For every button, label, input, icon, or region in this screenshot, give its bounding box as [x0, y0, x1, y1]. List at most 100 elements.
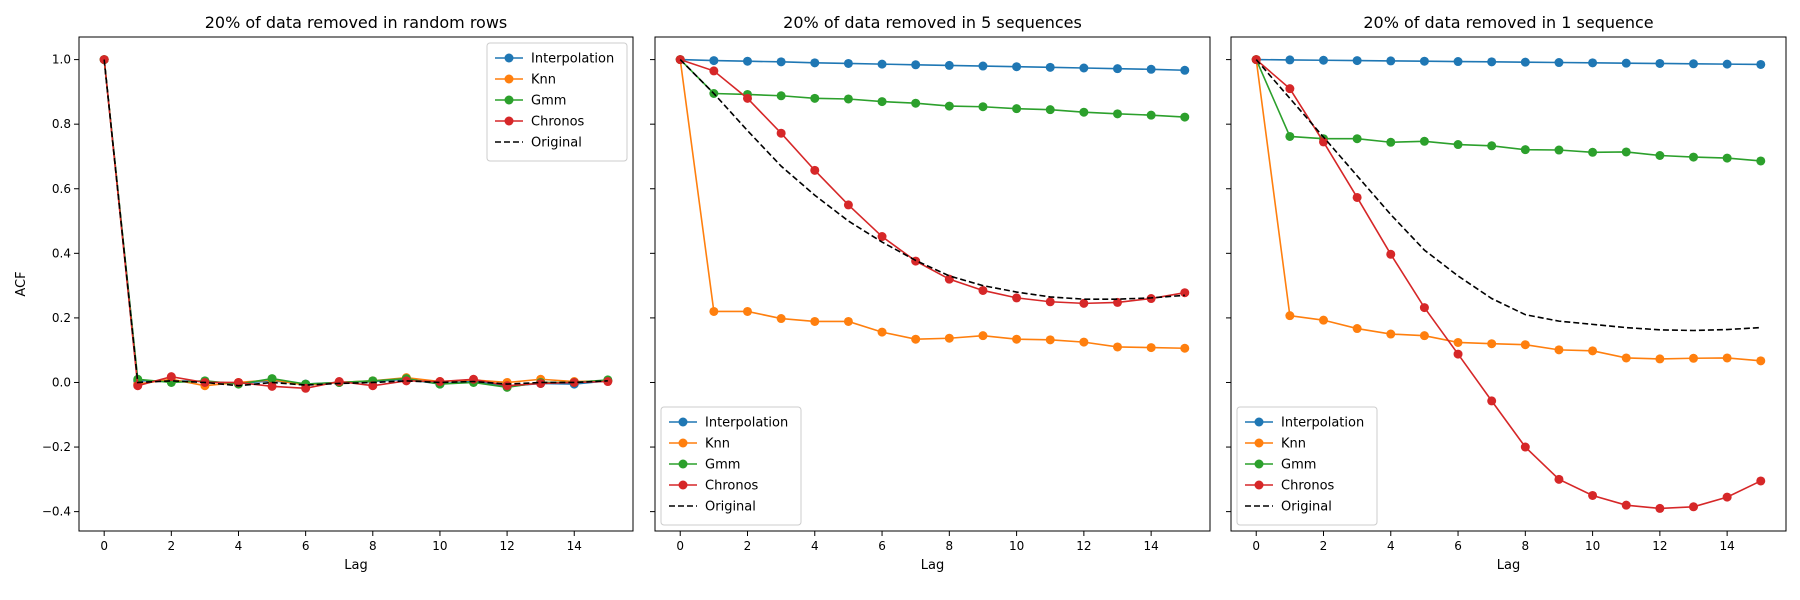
- series-line-gmm: [679, 59, 1185, 118]
- data-point-gmm: [1045, 105, 1055, 115]
- data-point-interpolation: [1113, 64, 1122, 74]
- data-point-chronos: [1319, 137, 1328, 147]
- legend-marker-interpolation: [504, 53, 514, 63]
- data-point-gmm: [1722, 153, 1732, 163]
- data-point-chronos: [1012, 293, 1022, 303]
- legend-label-gmm: Gmm: [1281, 458, 1316, 473]
- data-point-knn: [709, 306, 719, 316]
- data-point-chronos: [877, 232, 887, 242]
- data-point-chronos: [133, 381, 143, 391]
- data-point-chronos: [743, 93, 752, 103]
- data-point-gmm: [978, 102, 988, 112]
- data-point-gmm: [1386, 137, 1396, 147]
- x-tick-label: 10: [432, 539, 447, 553]
- data-point-gmm: [1554, 145, 1564, 155]
- data-point-knn: [1285, 311, 1295, 321]
- legend-label-interpolation: Interpolation: [531, 52, 614, 67]
- legend-label-interpolation: Interpolation: [1281, 416, 1364, 431]
- x-tick-label: 14: [567, 539, 582, 553]
- data-point-gmm: [267, 374, 277, 384]
- legend-marker-knn: [678, 438, 688, 448]
- series-line-gmm: [1255, 59, 1761, 162]
- data-point-chronos: [1621, 500, 1631, 510]
- data-point-gmm: [1079, 107, 1089, 117]
- data-point-chronos: [810, 165, 820, 175]
- data-point-interpolation: [1319, 55, 1328, 65]
- data-point-interpolation: [1588, 58, 1598, 68]
- data-point-knn: [1621, 353, 1631, 363]
- data-point-knn: [1588, 346, 1598, 356]
- data-point-gmm: [810, 93, 820, 103]
- x-tick-label: 14: [1143, 539, 1158, 553]
- subplot-title: 20% of data removed in 5 sequences: [783, 13, 1082, 32]
- legend: Interpolation Knn Gmm Chronos Original: [1236, 406, 1378, 526]
- data-point-interpolation: [743, 56, 752, 66]
- data-point-chronos: [502, 381, 512, 391]
- data-point-chronos: [166, 372, 176, 382]
- y-tick-label: 0.6: [52, 182, 71, 196]
- data-point-knn: [944, 333, 954, 343]
- y-tick-label: 0.2: [52, 311, 71, 325]
- legend-label-original: Original: [705, 500, 756, 515]
- data-point-chronos: [401, 376, 411, 386]
- data-point-gmm: [944, 101, 954, 111]
- data-point-chronos: [1655, 503, 1665, 513]
- x-axis-label: Lag: [1497, 558, 1520, 573]
- data-point-knn: [1386, 329, 1396, 339]
- data-point-gmm: [1689, 152, 1698, 162]
- data-point-interpolation: [1689, 59, 1698, 69]
- legend-marker-chronos: [504, 116, 514, 126]
- data-point-gmm: [1113, 109, 1122, 119]
- data-point-gmm: [1146, 110, 1156, 120]
- legend-marker-chronos: [1254, 480, 1264, 490]
- legend-marker-gmm: [678, 459, 688, 469]
- legend-label-gmm: Gmm: [705, 458, 740, 473]
- data-point-knn: [1487, 339, 1497, 349]
- data-point-gmm: [1588, 147, 1598, 157]
- y-tick-label: 0.8: [52, 117, 71, 131]
- data-point-knn: [1655, 354, 1665, 364]
- data-point-knn: [1012, 334, 1022, 344]
- data-point-knn: [978, 331, 988, 341]
- x-axis-label: Lag: [921, 558, 944, 573]
- data-point-interpolation: [776, 57, 786, 67]
- data-point-chronos: [1045, 297, 1055, 307]
- data-point-chronos: [1756, 476, 1766, 486]
- x-tick-label: 4: [811, 539, 819, 553]
- data-point-chronos: [1722, 492, 1732, 502]
- data-point-gmm: [911, 98, 921, 108]
- x-tick-label: 6: [878, 539, 886, 553]
- data-point-chronos: [435, 377, 445, 387]
- data-point-knn: [1045, 335, 1055, 345]
- data-point-interpolation: [843, 58, 853, 68]
- x-tick-label: 0: [100, 539, 108, 553]
- data-point-chronos: [1352, 192, 1362, 202]
- legend-marker-knn: [1254, 438, 1264, 448]
- x-axis-label: Lag: [344, 558, 367, 573]
- data-point-interpolation: [1012, 62, 1022, 72]
- data-point-interpolation: [1386, 56, 1396, 66]
- x-tick-label: 8: [369, 539, 377, 553]
- data-point-interpolation: [1285, 55, 1295, 65]
- legend-box: [1236, 406, 1378, 526]
- data-point-chronos: [1285, 84, 1295, 94]
- data-point-chronos: [978, 285, 988, 295]
- y-tick-label: 1.0: [52, 53, 71, 67]
- x-tick-label: 2: [744, 539, 752, 553]
- axes-frame: [1230, 36, 1787, 532]
- data-point-chronos: [1113, 297, 1122, 307]
- data-point-knn: [1722, 353, 1732, 363]
- x-tick-label: 6: [1454, 539, 1462, 553]
- axes-frame: [78, 36, 634, 532]
- legend-marker-interpolation: [1254, 417, 1264, 427]
- series-line-original: [679, 59, 1185, 300]
- data-point-chronos: [1487, 396, 1497, 406]
- data-point-chronos: [1520, 442, 1530, 452]
- data-point-knn: [1352, 324, 1362, 334]
- data-point-knn: [810, 316, 820, 326]
- data-point-knn: [1554, 345, 1564, 355]
- data-point-chronos: [1419, 303, 1429, 313]
- data-point-chronos: [1386, 249, 1396, 259]
- series-line-interpolation: [1256, 58, 1761, 66]
- data-point-chronos: [776, 128, 786, 138]
